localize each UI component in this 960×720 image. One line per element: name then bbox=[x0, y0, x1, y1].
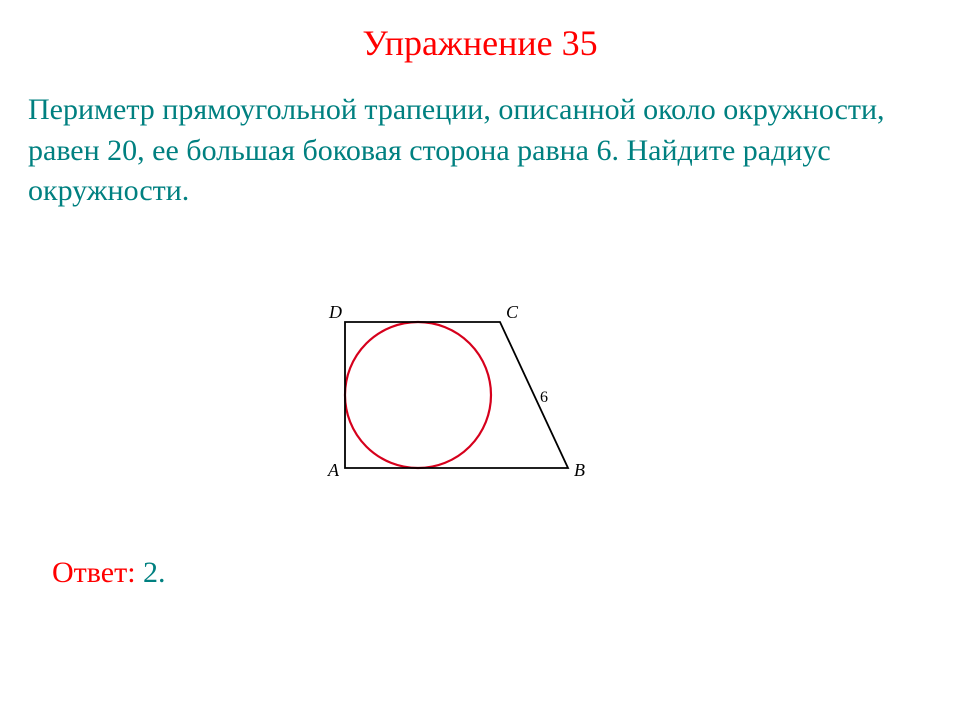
problem-statement: Периметр прямоугольной трапеции, описанн… bbox=[28, 90, 928, 212]
title-text: Упражнение 35 bbox=[362, 23, 597, 63]
vertex-label-d: D bbox=[328, 302, 342, 322]
slide: Упражнение 35 Периметр прямоугольной тра… bbox=[0, 0, 960, 720]
answer-label: Ответ: bbox=[52, 556, 143, 589]
diagram-container: A B C D 6 bbox=[300, 298, 600, 498]
answer-value: 2. bbox=[143, 556, 166, 589]
exercise-title: Упражнение 35 bbox=[0, 22, 960, 64]
trapezoid-diagram: A B C D 6 bbox=[300, 298, 600, 498]
vertex-label-a: A bbox=[327, 460, 340, 480]
side-length-label: 6 bbox=[540, 389, 548, 406]
vertex-label-b: B bbox=[574, 460, 585, 480]
answer-line: Ответ: 2. bbox=[52, 556, 166, 590]
vertex-label-c: C bbox=[506, 302, 519, 322]
problem-text: Периметр прямоугольной трапеции, описанн… bbox=[28, 93, 885, 207]
